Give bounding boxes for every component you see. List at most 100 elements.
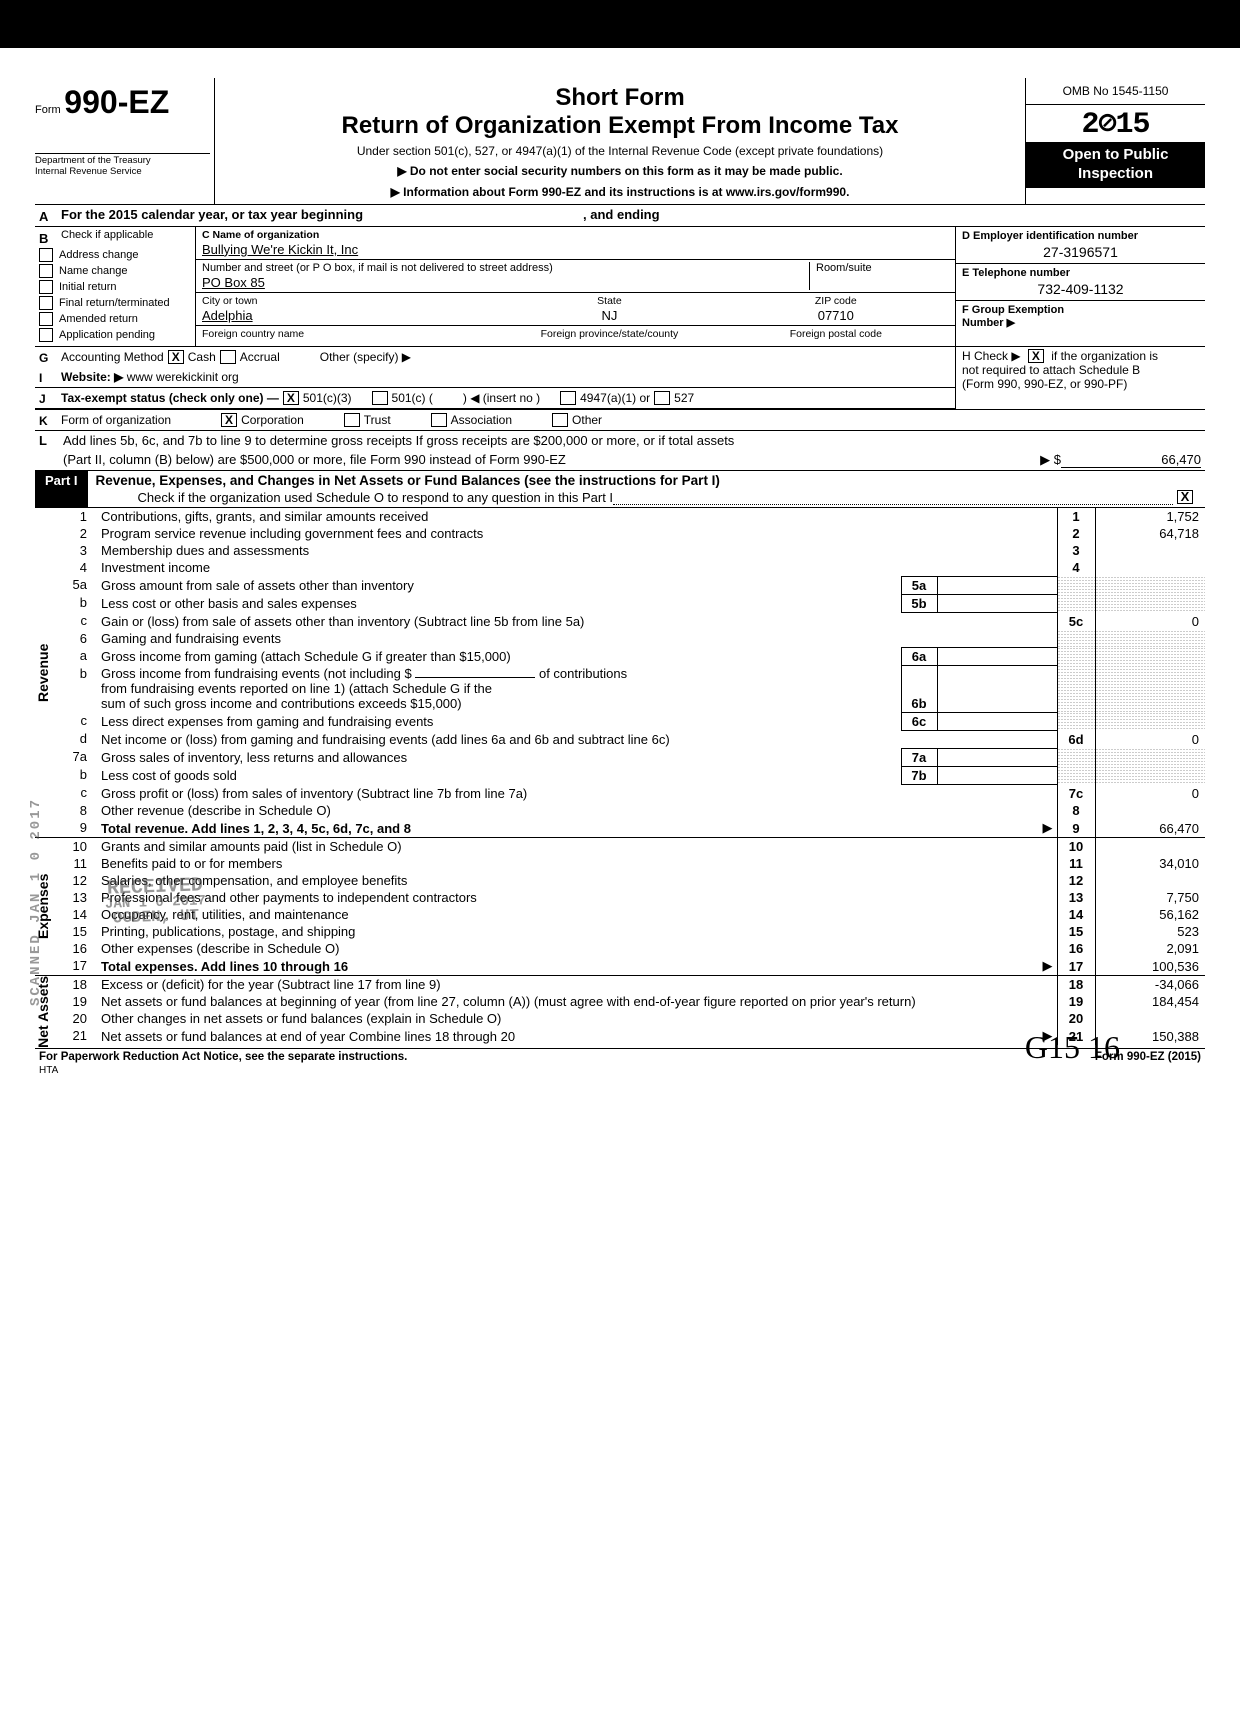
c-address: PO Box 85 [202,275,809,290]
chk-part-i[interactable]: X [1177,490,1193,504]
d-label: D Employer identification number [962,230,1199,242]
line-l: L Add lines 5b, 6c, and 7b to line 9 to … [35,431,1205,450]
k-label: Form of organization [61,413,171,427]
chk-527[interactable] [654,391,670,405]
line-a-text: For the 2015 calendar year, or tax year … [61,207,363,224]
j-501c3: 501(c)(3) [303,391,352,405]
c-fcountry-label: Foreign country name [202,328,496,340]
title-sub3: ▶ Information about Form 990-EZ and its … [223,184,1017,200]
l-sym: ▶ $ [1040,452,1061,468]
form-header: Form 990-EZ Department of the Treasury I… [35,78,1205,205]
c-city-label: City or town [202,295,496,307]
part-i-label: Part I [35,471,88,507]
g-other: Other (specify) ▶ [320,350,411,364]
h-text1: H Check ▶ [962,349,1021,363]
handwriting-note: G15 16 [1025,1029,1120,1066]
k-trust: Trust [364,413,391,427]
expenses-table: 10Grants and similar amounts paid (list … [57,838,1205,975]
j-4947: 4947(a)(1) or [580,391,650,405]
b-final-return: Final return/terminated [59,297,170,309]
b-address-change: Address change [59,249,139,261]
open-public-2: Inspection [1028,165,1203,184]
title-sub2: ▶ Do not enter social security numbers o… [223,163,1017,179]
chk-app-pending[interactable] [39,328,53,342]
footer-left: For Paperwork Reduction Act Notice, see … [39,1051,407,1063]
l-text1: Add lines 5b, 6c, and 7b to line 9 to de… [63,433,734,448]
g-cash: Cash [188,350,216,364]
side-revenue: Revenue [35,508,57,837]
top-black-bar [0,0,1240,48]
part-i-header: Part I Revenue, Expenses, and Changes in… [35,470,1205,508]
chk-address-change[interactable] [39,248,53,262]
b-amended: Amended return [59,313,138,325]
chk-assoc[interactable] [431,413,447,427]
section-def: D Employer identification number 27-3196… [955,227,1205,346]
tax-year: 2⊘201515 [1026,105,1205,142]
title-return: Return of Organization Exempt From Incom… [223,112,1017,140]
c-fpostal-label: Foreign postal code [723,328,949,340]
chk-amended[interactable] [39,312,53,326]
chk-accrual[interactable] [220,350,236,364]
title-sub1: Under section 501(c), 527, or 4947(a)(1)… [223,143,1017,159]
footer-hta: HTA [35,1065,1205,1076]
h-text3: not required to attach Schedule B [962,363,1140,377]
chk-final-return[interactable] [39,296,53,310]
k-assoc: Association [451,413,512,427]
j-label: Tax-exempt status (check only one) — [61,391,279,405]
b-label: Check if applicable [61,229,153,246]
f-label: F Group Exemption [962,304,1199,316]
h-text4: (Form 990, 990-EZ, or 990-PF) [962,377,1127,391]
c-addr-label: Number and street (or P O box, if mail i… [202,262,809,274]
chk-4947[interactable] [560,391,576,405]
i-label: Website: ▶ [61,370,123,384]
c-city: Adelphia [202,308,496,323]
b-name-change: Name change [59,265,128,277]
chk-corp[interactable]: X [221,413,237,427]
revenue-table: 1Contributions, gifts, grants, and simil… [57,508,1205,837]
c-org-name: Bullying We're Kickin It, Inc [202,242,949,257]
j-527: 527 [674,391,694,405]
c-state-label: State [496,295,722,307]
form-number: 990-EZ [64,84,169,120]
chk-h[interactable]: X [1028,349,1044,363]
b-initial-return: Initial return [59,281,116,293]
c-room-label: Room/suite [816,262,949,274]
e-label: E Telephone number [962,267,1199,279]
line-a: A For the 2015 calendar year, or tax yea… [35,205,1205,227]
c-state: NJ [496,308,722,323]
part-i-title: Revenue, Expenses, and Changes in Net As… [88,471,1205,490]
chk-501c3[interactable]: X [283,391,299,405]
part-i-check-text: Check if the organization used Schedule … [138,490,614,505]
j-insert: ) ◀ (insert no ) [463,391,540,405]
e-phone: 732-409-1132 [962,279,1199,297]
d-ein: 27-3196571 [962,242,1199,260]
form-label: Form [35,104,61,116]
chk-trust[interactable] [344,413,360,427]
chk-501c[interactable] [372,391,388,405]
chk-cash[interactable]: X [168,350,184,364]
line-a-ending: , and ending [583,207,660,224]
chk-initial-return[interactable] [39,280,53,294]
c-name-label: C Name of organization [202,229,949,241]
b-app-pending: Application pending [59,329,155,341]
f-label2: Number ▶ [962,316,1199,329]
c-zip-label: ZIP code [723,295,949,307]
chk-name-change[interactable] [39,264,53,278]
i-website: www werekickinit org [127,370,239,384]
dept-irs: Internal Revenue Service [35,167,210,178]
section-b: BCheck if applicable Address change Name… [35,227,195,346]
side-net-assets: Net Assets [35,976,57,1048]
l-amount: 66,470 [1061,452,1201,468]
k-corp: Corporation [241,413,304,427]
section-c: C Name of organization Bullying We're Ki… [195,227,955,346]
g-label: Accounting Method [61,350,164,364]
j-501c: 501(c) ( [392,391,433,405]
chk-other-k[interactable] [552,413,568,427]
l-text2: (Part II, column (B) below) are $500,000… [63,452,566,468]
k-other: Other [572,413,602,427]
g-accrual: Accrual [240,350,280,364]
omb-number: OMB No 1545-1150 [1026,78,1205,105]
open-public-1: Open to Public [1028,146,1203,165]
title-short-form: Short Form [223,84,1017,112]
c-fprov-label: Foreign province/state/county [496,328,722,340]
